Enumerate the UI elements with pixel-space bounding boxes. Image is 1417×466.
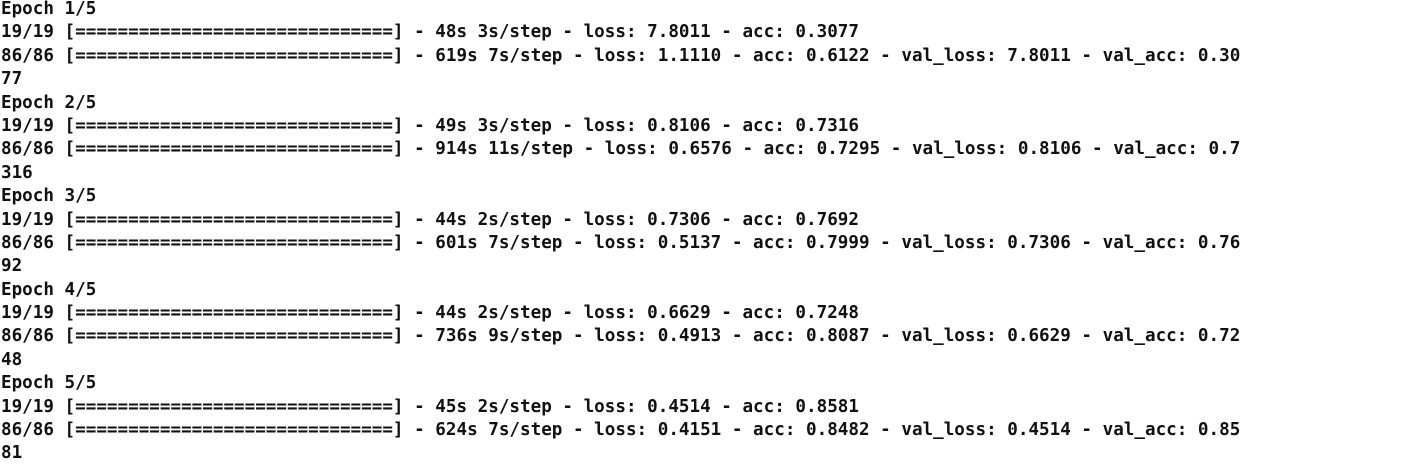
wrapped-line-continuation: 77 bbox=[1, 69, 23, 90]
wrapped-line-continuation: 48 bbox=[1, 349, 23, 370]
wrapped-line-continuation: 92 bbox=[1, 256, 23, 277]
training-progress-line: 86/86 [==============================] -… bbox=[1, 232, 1241, 253]
validation-progress-line: 19/19 [==============================] -… bbox=[1, 22, 859, 43]
epoch-header: Epoch 2/5 bbox=[1, 92, 97, 113]
wrapped-line-continuation: 81 bbox=[1, 443, 23, 464]
validation-progress-line: 19/19 [==============================] -… bbox=[1, 303, 859, 324]
epoch-header: Epoch 3/5 bbox=[1, 186, 97, 207]
epoch-header: Epoch 4/5 bbox=[1, 279, 97, 300]
training-progress-line: 86/86 [==============================] -… bbox=[1, 45, 1241, 66]
epoch-header: Epoch 5/5 bbox=[1, 373, 97, 394]
epoch-header: Epoch 1/5 bbox=[1, 0, 97, 19]
training-progress-line: 86/86 [==============================] -… bbox=[1, 420, 1241, 441]
validation-progress-line: 19/19 [==============================] -… bbox=[1, 396, 859, 417]
validation-progress-line: 19/19 [==============================] -… bbox=[1, 115, 859, 136]
validation-progress-line: 19/19 [==============================] -… bbox=[1, 209, 859, 230]
wrapped-line-continuation: 316 bbox=[1, 162, 33, 183]
training-progress-line: 86/86 [==============================] -… bbox=[1, 139, 1241, 160]
training-progress-line: 86/86 [==============================] -… bbox=[1, 326, 1241, 347]
